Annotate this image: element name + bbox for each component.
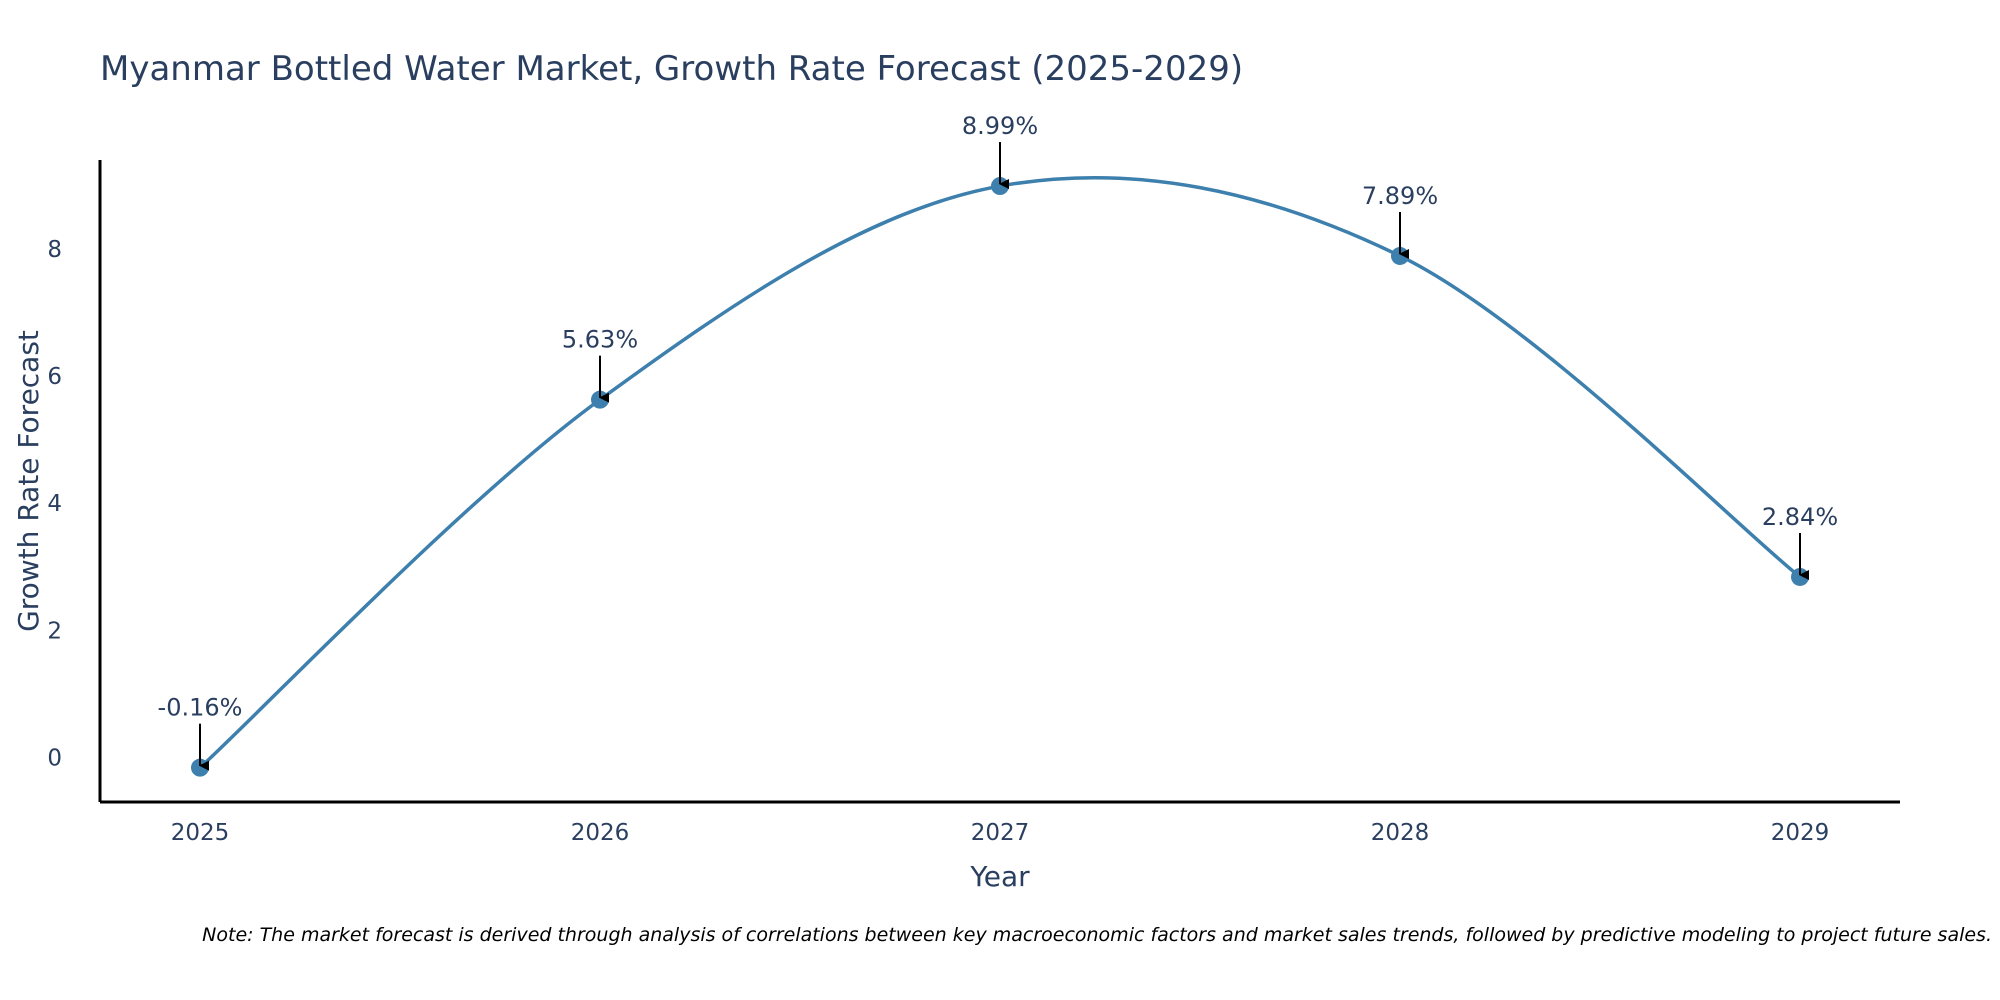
chart-note: Note: The market forecast is derived thr… <box>202 924 1992 946</box>
y-tick-label: 6 <box>47 364 62 390</box>
data-annotations: -0.16% 5.63% 8.99% 7.89% 2.84% <box>158 112 1838 771</box>
x-tick-label: 2027 <box>971 820 1030 846</box>
x-tick-label: 2026 <box>571 820 630 846</box>
data-label: -0.16% <box>158 694 243 722</box>
y-tick-label: 8 <box>47 237 62 263</box>
x-tick-label: 2025 <box>171 820 230 846</box>
y-axis-title: Growth Rate Forecast <box>12 330 45 632</box>
data-markers <box>191 177 1809 777</box>
x-tick-label: 2028 <box>1371 820 1430 846</box>
data-label: 7.89% <box>1362 182 1438 210</box>
axes <box>98 160 1900 804</box>
x-tick-label: 2029 <box>1771 820 1830 846</box>
data-label: 8.99% <box>962 112 1038 140</box>
chart-title: Myanmar Bottled Water Market, Growth Rat… <box>100 49 1243 89</box>
series-growth-rate <box>198 175 1802 769</box>
data-label: 2.84% <box>1762 503 1838 531</box>
series-line <box>198 175 1802 769</box>
x-axis-ticks: 2025 2026 2027 2028 2029 <box>171 820 1830 846</box>
y-tick-label: 0 <box>47 746 62 772</box>
data-label: 5.63% <box>562 326 638 354</box>
y-tick-label: 2 <box>47 618 62 644</box>
y-tick-label: 4 <box>47 491 62 517</box>
x-axis-title: Year <box>969 860 1030 893</box>
y-axis-ticks: 0 2 4 6 8 <box>47 237 62 772</box>
